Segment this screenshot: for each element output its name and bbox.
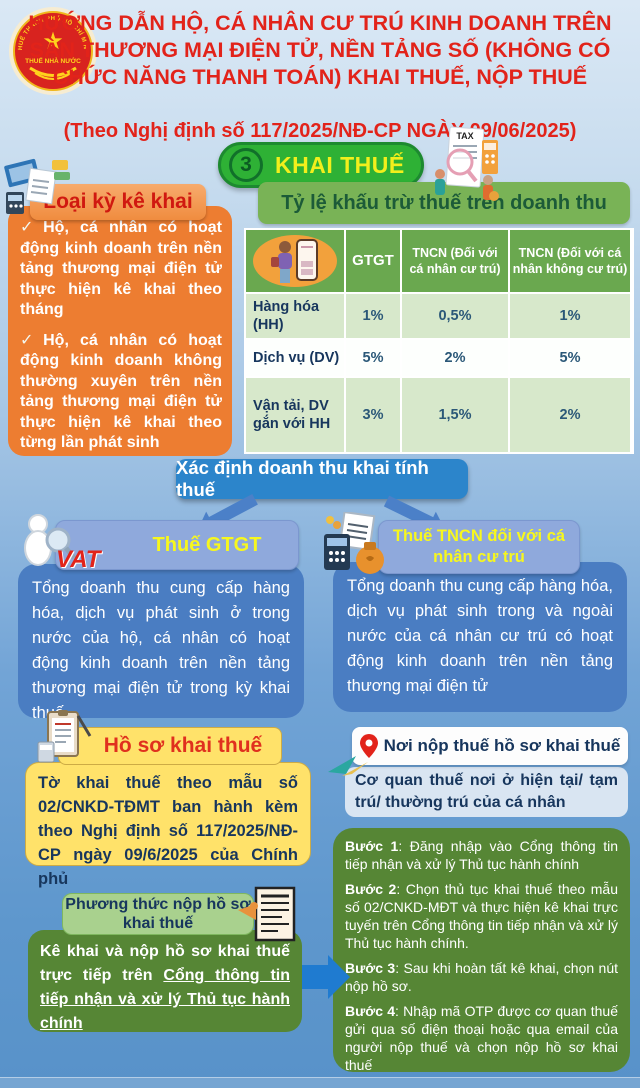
section-badge: 3 KHAI THUẾ	[218, 142, 424, 188]
step-label: Bước 4	[345, 1003, 396, 1019]
row-label: Dịch vụ (DV)	[246, 340, 344, 376]
step-text: : Nhập mã OTP được cơ quan thuế gửi qua …	[345, 1003, 618, 1073]
rate-cell: 3%	[346, 378, 400, 452]
period-item: ✓ Hộ, cá nhân có hoạt động kinh doanh trê…	[20, 218, 222, 321]
column-header-gtgt: GTGT	[346, 230, 400, 292]
rate-cell: 2%	[510, 378, 630, 452]
table-corner-cell	[246, 230, 344, 292]
gtgt-card-body: Tổng doanh thu cung cấp hàng hóa, dịch v…	[18, 564, 304, 722]
wreath-icon	[29, 66, 77, 77]
submit-place-title-box: Nơi nộp thuế hồ sơ khai thuế	[352, 727, 628, 765]
column-header-tncn-nonresident: TNCN (Đối với cá nhân không cư trú)	[510, 230, 630, 292]
rate-cell: 5%	[346, 340, 400, 376]
page-subtitle: (Theo Nghị định số 117/2025/NĐ-CP NGÀY 0…	[63, 120, 577, 142]
vat-inspector-icon	[24, 514, 76, 566]
rate-cell: 5%	[510, 340, 630, 376]
tncn-card-title: Thuế TNCN đối với cá nhân cư trú	[378, 520, 580, 574]
period-item: ✓ Hộ, cá nhân có hoạt động kinh doanh khô…	[20, 331, 222, 454]
dossier-box-title: Hồ sơ khai thuế	[58, 727, 282, 765]
clipboard-pen-icon	[37, 710, 92, 763]
footer-strip	[0, 1077, 640, 1088]
section-label: KHAI THUẾ	[275, 151, 405, 178]
column-header-tncn-resident: TNCN (Đối với cá nhân cư trú)	[402, 230, 508, 292]
page-title: HƯỚNG DẪN HỘ, CÁ NHÂN CƯ TRÚ KINH DOANH …	[28, 11, 612, 89]
online-shopper-icon	[253, 235, 337, 287]
submit-place-body: Cơ quan thuế nơi ở hiện tại/ tạm trú/ th…	[345, 767, 628, 817]
step-text: : Sau khi hoàn tất kê khai, chọn nút nộp…	[345, 960, 619, 994]
row-label: Vận tải, DV gắn với HH	[246, 378, 344, 452]
revenue-banner: Xác định doanh thu khai tính thuế	[176, 457, 468, 500]
gtgt-card-title: Thuế GTGT	[55, 520, 299, 570]
wreath-icon	[34, 72, 72, 80]
laptop-documents-icon	[4, 158, 70, 214]
step-label: Bước 2	[345, 881, 397, 897]
period-item-text: Hộ, cá nhân có hoạt động kinh doanh khôn…	[20, 331, 223, 452]
document-hand-icon	[238, 886, 296, 942]
method-body-text: Kê khai và nộp hồ sơ khai thuế trực tiếp…	[40, 943, 290, 984]
rate-cell: 1%	[346, 294, 400, 338]
step-item: Bước 2: Chọn thủ tục khai thuế theo mẫu …	[345, 880, 618, 952]
step-label: Bước 1	[345, 838, 399, 854]
arrow-right-icon	[302, 955, 350, 999]
method-box-body: Kê khai và nộp hồ sơ khai thuế trực tiếp…	[28, 930, 302, 1032]
check-icon: ✓	[20, 331, 41, 349]
tax-department-seal-logo: THUẾ THÀNH PHỐ HỒ CHÍ MINH ★ THUẾ NHÀ NƯ…	[8, 6, 97, 95]
rate-table: GTGT TNCN (Đối với cá nhân cư trú) TNCN …	[244, 228, 634, 454]
logo-banner-text: THUẾ NHÀ NƯỚC	[25, 55, 81, 65]
method-box-title: Phương thức nộp hồ sơ khai thuế	[62, 893, 254, 935]
dossier-box-body: Tờ khai thuế theo mẫu số 02/CNKD-TĐMT ba…	[25, 762, 311, 888]
tax-inspection-illustration: TAX	[435, 126, 499, 201]
paper-plane-icon	[328, 756, 368, 776]
star-icon: ★	[42, 28, 64, 55]
period-box-body: ✓ Hộ, cá nhân có hoạt động kinh doanh trê…	[8, 206, 232, 456]
steps-box: Bước 1: Đăng nhập vào Cổng thông tin tiế…	[333, 828, 630, 1074]
rate-cell: 2%	[402, 340, 508, 376]
period-item-text: Hộ, cá nhân có hoạt động kinh doanh trên…	[20, 219, 223, 318]
section-number: 3	[229, 148, 263, 182]
step-item: Bước 4: Nhập mã OTP được cơ quan thuế gử…	[345, 1002, 618, 1074]
period-box-title: Loại kỳ kê khai	[30, 184, 206, 220]
rate-cell: 1,5%	[402, 378, 508, 452]
tax-doc-label: TAX	[456, 131, 473, 141]
portal-link: Cổng thông tin tiếp nhận và xử lý Thủ tụ…	[40, 967, 291, 1032]
step-item: Bước 1: Đăng nhập vào Cổng thông tin tiế…	[345, 837, 618, 873]
calculator-money-icon	[324, 512, 384, 574]
rate-cell: 0,5%	[402, 294, 508, 338]
vat-label: VAT	[56, 546, 101, 573]
step-text: : Đăng nhập vào Cổng thông tin tiếp nhận…	[345, 838, 618, 872]
step-label: Bước 3	[345, 960, 396, 976]
check-icon: ✓	[20, 219, 41, 236]
location-pin-icon	[359, 734, 378, 758]
step-text: : Chọn thủ tục khai thuế theo mẫu số 02/…	[345, 881, 618, 951]
row-label: Hàng hóa (HH)	[246, 294, 344, 338]
tncn-card-body: Tổng doanh thu cung cấp hàng hóa, dịch v…	[333, 562, 627, 712]
submit-place-title: Nơi nộp thuế hồ sơ khai thuế	[383, 736, 621, 755]
step-item: Bước 3: Sau khi hoàn tất kê khai, chọn n…	[345, 959, 618, 995]
rate-cell: 1%	[510, 294, 630, 338]
